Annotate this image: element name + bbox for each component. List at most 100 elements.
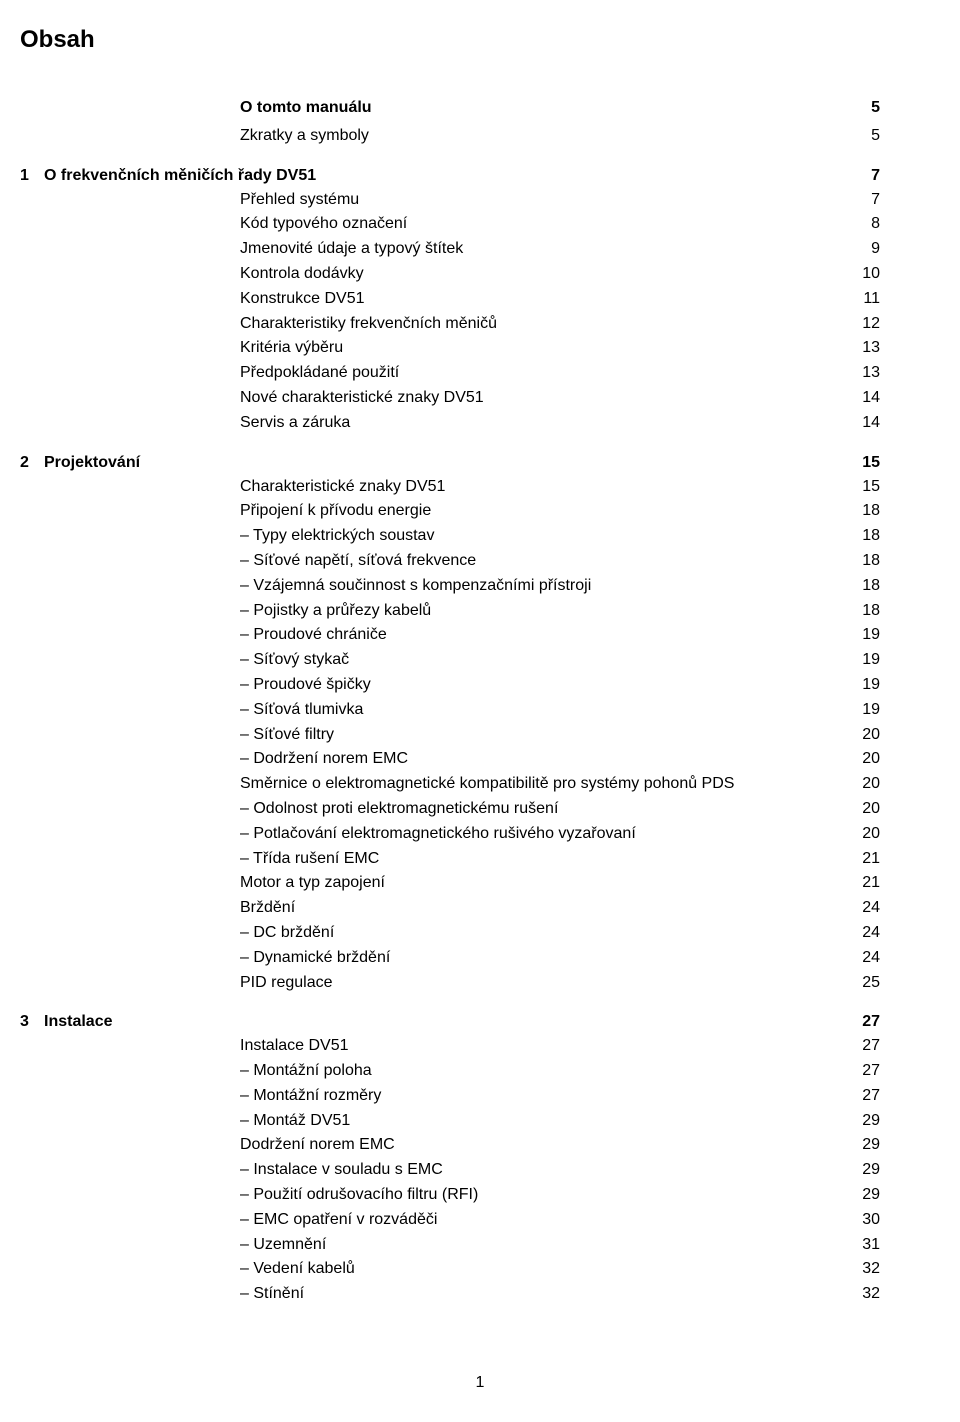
toc-entry: – Uzemnění31 — [240, 1233, 880, 1258]
toc-entry: Instalace DV5127 — [240, 1034, 880, 1059]
toc-entry-page: 21 — [850, 871, 880, 896]
toc-container: O tomto manuálu5 Zkratky a symboly5 1O fre… — [240, 96, 880, 1307]
toc-entry-page: 27 — [850, 1059, 880, 1084]
toc-entry-label: – Uzemnění — [240, 1233, 850, 1258]
toc-entry-page: 18 — [850, 549, 880, 574]
toc-entry-label: Instalace DV51 — [240, 1034, 850, 1059]
toc-entry-page: 29 — [850, 1133, 880, 1158]
toc-entry-label: – Montážní rozměry — [240, 1084, 850, 1109]
toc-entry-label: – Třída rušení EMC — [240, 847, 850, 872]
toc-entry-label: Dodržení norem EMC — [240, 1133, 850, 1158]
toc-entry-page: 7 — [850, 188, 880, 213]
toc-entry-page: 24 — [850, 921, 880, 946]
block-heading-page: 5 — [850, 96, 880, 121]
toc-entry-page: 32 — [850, 1282, 880, 1307]
toc-entry: – Stínění32 — [240, 1282, 880, 1307]
toc-entry: – Vzájemná součinnost s kompenzačními př… — [240, 574, 880, 599]
toc-entry: Charakteristické znaky DV5115 — [240, 475, 880, 500]
toc-entry-label: Zkratky a symboly — [240, 124, 850, 149]
block-heading: O tomto manuálu5 — [240, 96, 880, 121]
toc-entry: – Síťová tlumivka19 — [240, 698, 880, 723]
toc-entry-label: Motor a typ zapojení — [240, 871, 850, 896]
toc-entry-page: 20 — [850, 822, 880, 847]
toc-entry-label: Předpokládané použití — [240, 361, 850, 386]
toc-entry-label: – Dynamické brždění — [240, 946, 850, 971]
toc-entry: – Síťové filtry20 — [240, 723, 880, 748]
toc-entry: – Použití odrušovacího filtru (RFI)29 — [240, 1183, 880, 1208]
toc-entry-label: – Proudové chrániče — [240, 623, 850, 648]
page-title: Obsah — [20, 26, 900, 54]
toc-entry-label: – Typy elektrických soustav — [240, 524, 850, 549]
toc-block: 1O frekvenčních měničích řady DV517Přehl… — [240, 167, 880, 436]
toc-entry-label: PID regulace — [240, 971, 850, 996]
section-page: 15 — [850, 454, 880, 472]
section-heading: 2Projektování15 — [20, 454, 880, 472]
section-label: Instalace — [40, 1013, 850, 1031]
section-page: 27 — [850, 1013, 880, 1031]
toc-entry-label: – Potlačování elektromagnetického rušivé… — [240, 822, 850, 847]
toc-entry: – Vedení kabelů32 — [240, 1257, 880, 1282]
toc-entry-label: Kód typového označení — [240, 212, 850, 237]
toc-entry-page: 18 — [850, 499, 880, 524]
toc-entry: Brždění24 — [240, 896, 880, 921]
toc-entry-page: 8 — [850, 212, 880, 237]
toc-entry: Konstrukce DV5111 — [240, 287, 880, 312]
toc-entry: Přehled systému7 — [240, 188, 880, 213]
section-number: 2 — [20, 454, 40, 472]
toc-entry: – Potlačování elektromagnetického rušivé… — [240, 822, 880, 847]
toc-entry-label: – Síťová tlumivka — [240, 698, 850, 723]
toc-entry: – Montážní poloha27 — [240, 1059, 880, 1084]
toc-entry: Jmenovité údaje a typový štítek9 — [240, 237, 880, 262]
toc-entry: – Síťové napětí, síťová frekvence18 — [240, 549, 880, 574]
toc-entry-page: 14 — [850, 411, 880, 436]
toc-entry-label: Přehled systému — [240, 188, 850, 213]
toc-entry-label: – Síťový stykač — [240, 648, 850, 673]
toc-entry: Kód typového označení8 — [240, 212, 880, 237]
toc-entry: – Montáž DV5129 — [240, 1109, 880, 1134]
toc-entry-label: Charakteristiky frekvenčních měničů — [240, 312, 850, 337]
toc-entry: – Síťový stykač19 — [240, 648, 880, 673]
toc-entry-label: – DC brždění — [240, 921, 850, 946]
toc-entry-page: 19 — [850, 648, 880, 673]
toc-entry-label: Konstrukce DV51 — [240, 287, 850, 312]
toc-entry: – Proudové špičky19 — [240, 673, 880, 698]
toc-entry: – EMC opatření v rozváděči30 — [240, 1208, 880, 1233]
toc-entry-label: – Vedení kabelů — [240, 1257, 850, 1282]
toc-entry-page: 29 — [850, 1183, 880, 1208]
toc-entry-label: – Dodržení norem EMC — [240, 747, 850, 772]
toc-entry-label: – Síťové filtry — [240, 723, 850, 748]
toc-entry-label: Směrnice o elektromagnetické kompatibili… — [240, 772, 850, 797]
toc-entry-page: 9 — [850, 237, 880, 262]
toc-entry-page: 29 — [850, 1109, 880, 1134]
toc-entry-page: 24 — [850, 946, 880, 971]
toc-entry-page: 18 — [850, 524, 880, 549]
toc-entry-page: 14 — [850, 386, 880, 411]
toc-entry: Předpokládané použití13 — [240, 361, 880, 386]
toc-entry-label: – Síťové napětí, síťová frekvence — [240, 549, 850, 574]
toc-entry: Kontrola dodávky10 — [240, 262, 880, 287]
toc-entry-page: 19 — [850, 673, 880, 698]
toc-entry-page: 20 — [850, 797, 880, 822]
toc-entry-label: Charakteristické znaky DV51 — [240, 475, 850, 500]
toc-entry-page: 10 — [850, 262, 880, 287]
toc-entry-page: 5 — [850, 124, 880, 149]
toc-entry: – Třída rušení EMC21 — [240, 847, 880, 872]
toc-entry-label: – Vzájemná součinnost s kompenzačními př… — [240, 574, 850, 599]
toc-entry-page: 20 — [850, 747, 880, 772]
toc-entry-page: 11 — [850, 287, 880, 312]
toc-entry-label: – Montážní poloha — [240, 1059, 850, 1084]
section-heading: 3Instalace27 — [20, 1013, 880, 1031]
toc-entry-label: – Odolnost proti elektromagnetickému ruš… — [240, 797, 850, 822]
toc-entry-page: 29 — [850, 1158, 880, 1183]
toc-entry-page: 18 — [850, 574, 880, 599]
toc-entry-page: 20 — [850, 723, 880, 748]
toc-block: 3Instalace27Instalace DV5127– Montážní p… — [240, 1013, 880, 1307]
toc-entry-label: – Proudové špičky — [240, 673, 850, 698]
toc-entry-label: Jmenovité údaje a typový štítek — [240, 237, 850, 262]
section-label: O frekvenčních měničích řady DV51 — [40, 167, 850, 185]
toc-entry: Charakteristiky frekvenčních měničů12 — [240, 312, 880, 337]
toc-entry-label: Brždění — [240, 896, 850, 921]
toc-entry-label: – Montáž DV51 — [240, 1109, 850, 1134]
toc-entry-page: 18 — [850, 599, 880, 624]
footer-page-number: 1 — [0, 1374, 960, 1392]
